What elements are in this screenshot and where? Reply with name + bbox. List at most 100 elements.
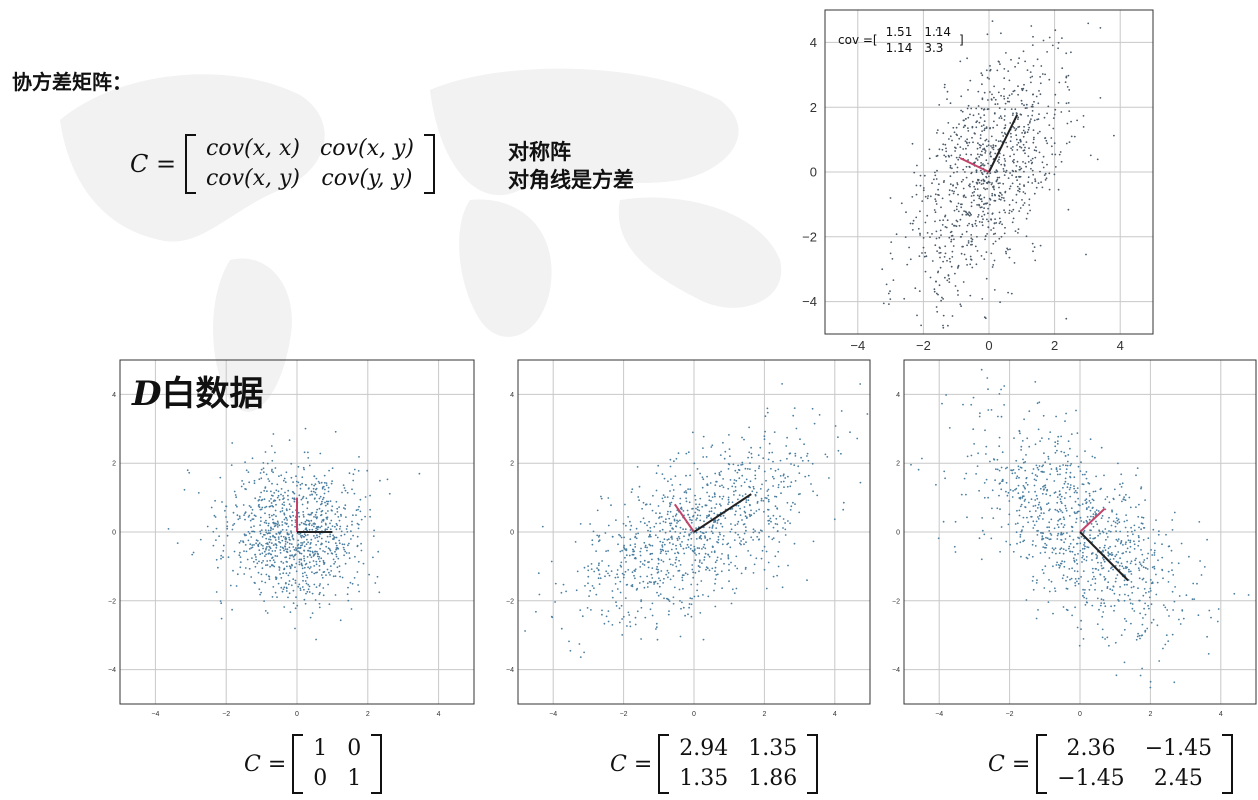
data-point — [682, 587, 684, 590]
data-point — [1004, 124, 1007, 127]
data-point — [985, 159, 988, 162]
data-point — [953, 209, 956, 212]
data-point — [941, 197, 944, 200]
data-point — [687, 546, 690, 548]
data-point — [312, 560, 315, 562]
data-point — [1067, 483, 1069, 485]
data-point — [783, 486, 785, 489]
data-point — [967, 213, 970, 216]
data-point — [816, 494, 819, 497]
y-tick-label: −4 — [802, 294, 817, 309]
data-point — [1104, 605, 1107, 608]
data-point — [695, 507, 697, 510]
data-point — [1013, 437, 1015, 439]
data-point — [1198, 521, 1201, 523]
data-point — [787, 520, 789, 522]
data-point — [646, 582, 649, 585]
data-point — [321, 487, 324, 490]
data-point — [1046, 503, 1048, 506]
data-point — [881, 268, 884, 271]
data-point — [266, 564, 269, 566]
data-point — [1128, 568, 1130, 571]
data-point — [983, 496, 986, 499]
data-point — [748, 513, 751, 516]
data-point — [973, 191, 976, 193]
data-point — [288, 542, 291, 545]
data-point — [692, 515, 694, 518]
data-point — [790, 505, 793, 508]
data-point — [683, 552, 686, 555]
data-point — [323, 481, 326, 484]
data-point — [260, 468, 263, 471]
data-point — [784, 522, 786, 524]
data-point — [980, 107, 983, 110]
data-point — [979, 169, 982, 172]
data-point — [974, 161, 976, 164]
data-point — [607, 497, 610, 499]
data-point — [1138, 540, 1140, 543]
data-point — [738, 536, 741, 539]
data-point — [746, 516, 748, 519]
data-point — [310, 513, 312, 516]
data-point — [1103, 560, 1106, 563]
data-point — [993, 188, 996, 191]
data-point — [981, 529, 984, 532]
data-point — [709, 482, 712, 484]
data-point — [282, 572, 285, 575]
data-point — [1107, 520, 1109, 523]
data-point — [952, 184, 954, 187]
data-point — [660, 570, 663, 572]
data-point — [675, 457, 678, 460]
data-point — [977, 90, 980, 93]
data-point — [691, 519, 693, 522]
data-point — [298, 561, 301, 563]
data-point — [1011, 199, 1014, 202]
data-point — [1073, 485, 1075, 487]
x-tick-label: −2 — [1006, 711, 1014, 718]
data-point — [1096, 523, 1099, 526]
data-point — [1048, 530, 1051, 532]
data-point — [1071, 530, 1074, 532]
data-point — [1071, 550, 1074, 553]
data-point — [1031, 169, 1034, 172]
data-point — [287, 533, 290, 536]
data-point — [324, 488, 326, 491]
data-point — [1006, 466, 1008, 469]
data-point — [616, 573, 618, 576]
data-point — [1118, 494, 1121, 497]
data-point — [278, 540, 280, 543]
data-point — [950, 200, 952, 203]
data-point — [601, 613, 603, 616]
data-point — [337, 557, 340, 560]
data-point — [917, 468, 920, 471]
data-point — [1136, 635, 1139, 638]
data-point — [281, 539, 284, 542]
data-point — [1109, 558, 1112, 561]
data-point — [1119, 557, 1121, 560]
data-point — [970, 107, 973, 110]
data-point — [1069, 476, 1072, 479]
data-point — [281, 590, 284, 593]
data-point — [1043, 174, 1046, 177]
data-point — [691, 431, 694, 434]
data-point — [754, 477, 757, 480]
data-point — [355, 514, 357, 516]
data-point — [939, 219, 941, 222]
data-point — [1138, 536, 1140, 539]
data-point — [328, 571, 330, 574]
data-point — [951, 223, 954, 226]
data-point — [963, 119, 965, 122]
data-point — [978, 156, 981, 158]
data-point — [1035, 582, 1038, 584]
data-point — [264, 555, 266, 557]
data-point — [1172, 574, 1175, 576]
data-point — [975, 169, 978, 172]
data-point — [1153, 554, 1156, 556]
data-point — [1065, 507, 1067, 510]
data-point — [318, 560, 321, 563]
data-point — [1021, 132, 1023, 134]
data-point — [1019, 168, 1021, 171]
data-point — [261, 536, 264, 538]
data-point — [1052, 612, 1054, 615]
data-point — [840, 410, 843, 412]
